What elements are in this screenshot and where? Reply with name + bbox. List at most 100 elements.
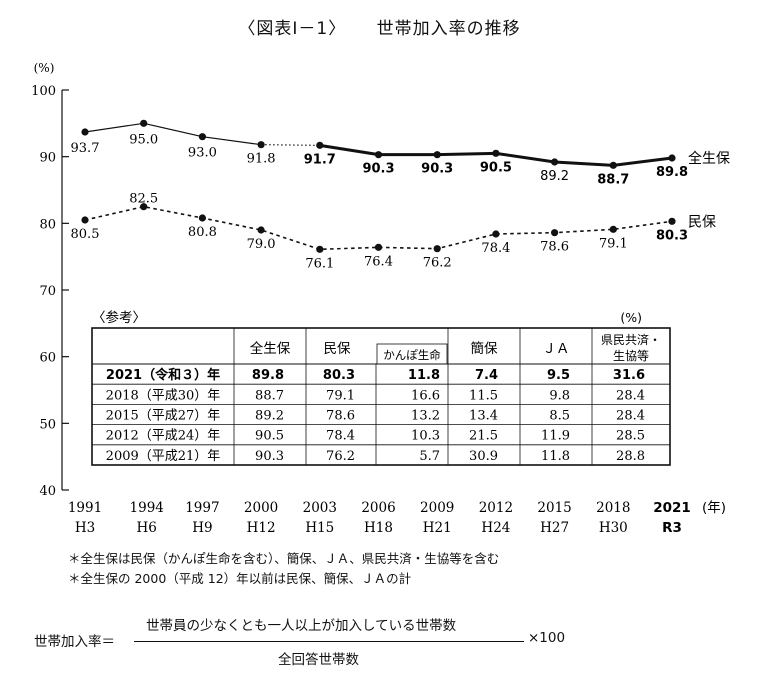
table-cell: 16.6 [411, 388, 440, 403]
data-label-minpo: 80.8 [188, 225, 217, 240]
table-header: 全生保 [250, 340, 291, 357]
x-tick-label: 2021 [653, 500, 691, 516]
x-unit-label: (年) [702, 500, 726, 516]
data-point-zenseiho [374, 151, 383, 159]
data-point-minpo [198, 214, 206, 222]
data-point-minpo [81, 216, 89, 224]
data-point-minpo [316, 245, 324, 253]
formula-fraction-bar [134, 641, 524, 642]
note-2: ＊全生保の 2000（平成 12）年以前は民保、簡保、ＪＡの計 [68, 571, 412, 586]
y-tick-label: 60 [39, 351, 56, 366]
y-tick-label: 100 [31, 84, 56, 99]
formula-denominator: 全回答世帯数 [278, 652, 359, 668]
data-label-zenseiho: 90.3 [421, 162, 453, 177]
x-tick-sublabel: H3 [75, 520, 95, 536]
y-tick-label: 40 [39, 484, 56, 499]
x-tick-label: 2012 [479, 500, 513, 516]
data-point-zenseiho [198, 133, 206, 141]
data-point-minpo [140, 203, 148, 211]
x-tick-label: 2015 [537, 500, 571, 516]
table-row-label: 2009（平成21）年 [106, 449, 221, 464]
table-unit: (%) [620, 310, 642, 325]
data-point-zenseiho [81, 128, 89, 136]
data-point-zenseiho [609, 161, 617, 169]
table-cell: 9.5 [547, 368, 570, 383]
formula-numerator: 世帯員の少なくとも一人以上が加入している世帯数 [146, 618, 457, 634]
table-header: かんぽ生命 [383, 348, 441, 362]
x-tick-sublabel: H18 [364, 520, 393, 536]
table-header: 生協等 [613, 348, 649, 363]
data-label-zenseiho: 89.8 [656, 165, 688, 180]
data-label-zenseiho: 95.0 [129, 132, 158, 147]
formula-multiplier: ×100 [528, 630, 566, 646]
table-cell: 8.5 [549, 409, 570, 424]
data-label-zenseiho: 91.8 [247, 152, 276, 167]
table-cell: 76.2 [326, 449, 355, 464]
x-tick-label: 2000 [244, 500, 278, 516]
data-label-minpo: 79.1 [599, 236, 628, 251]
table-cell: 7.4 [475, 368, 498, 383]
x-tick-sublabel: H12 [247, 520, 276, 536]
y-tick-label: 90 [39, 151, 56, 166]
table-header: 簡保 [471, 341, 498, 357]
y-tick-label: 70 [39, 284, 56, 299]
series-line-zenseiho-connector [261, 144, 320, 146]
data-label-minpo: 76.4 [364, 254, 393, 269]
data-point-zenseiho [492, 149, 500, 157]
data-point-zenseiho [551, 158, 559, 166]
y-tick-label: 80 [39, 217, 56, 232]
notes: ＊全生保は民保（かんぽ生命を含む）、簡保、ＪＡ、県民共済・生協等を含む ＊全生保… [68, 549, 499, 589]
y-unit-label: (%) [34, 61, 55, 75]
chart-title: 〈図表Ⅰ－1〉 世帯加入率の推移 [0, 14, 759, 39]
table-cell: 90.5 [255, 429, 284, 444]
table-cell: 5.7 [419, 449, 440, 464]
data-label-minpo: 78.6 [540, 240, 569, 255]
table-header: 県民共済・ [601, 332, 661, 347]
table-caption: 〈参考〉 [92, 309, 146, 326]
table-cell: 89.8 [252, 368, 284, 383]
formula-lhs: 世帯加入率＝ [34, 634, 115, 650]
table-cell: 88.7 [255, 388, 284, 403]
table-cell: 9.8 [549, 388, 570, 403]
table-cell: 10.3 [411, 429, 440, 444]
data-label-zenseiho: 91.7 [304, 152, 336, 167]
table-cell: 31.6 [613, 368, 645, 383]
x-tick-sublabel: H27 [540, 520, 569, 536]
kanpo-header-box [376, 343, 448, 365]
data-label-zenseiho: 93.0 [188, 146, 217, 161]
data-point-minpo [492, 230, 500, 238]
data-point-zenseiho [433, 151, 441, 159]
table-cell: 79.1 [326, 388, 355, 403]
data-label-minpo: 80.3 [656, 228, 688, 243]
data-label-zenseiho: 90.3 [362, 162, 394, 177]
table-cell: 11.9 [541, 429, 570, 444]
series-label-zenseiho: 全生保 [688, 150, 730, 167]
figure-title: 世帯加入率の推移 [376, 19, 521, 39]
table-cell: 13.2 [411, 409, 440, 424]
table-row-label: 2018（平成30）年 [106, 388, 221, 403]
data-point-minpo [609, 225, 617, 233]
data-label-minpo: 76.1 [305, 256, 334, 271]
x-tick-sublabel: H9 [192, 520, 212, 536]
series-line-minpo [84, 205, 673, 251]
data-point-minpo [374, 243, 383, 251]
y-tick-label: 50 [39, 417, 56, 432]
x-tick-label: 1991 [68, 500, 102, 516]
series-line-zenseiho-pre2000 [84, 122, 262, 146]
table-cell: 28.4 [616, 409, 645, 424]
x-tick-sublabel: H24 [481, 520, 510, 536]
table-cell: 80.3 [323, 368, 355, 383]
x-tick-sublabel: H6 [137, 520, 157, 536]
data-label-zenseiho: 89.2 [540, 169, 569, 184]
x-tick-label: 2009 [420, 500, 454, 516]
data-label-zenseiho: 93.7 [71, 141, 100, 156]
table-cell: 21.5 [469, 429, 498, 444]
data-label-minpo: 82.5 [129, 192, 158, 207]
series-label-minpo: 民保 [688, 214, 716, 230]
data-label-zenseiho: 88.7 [597, 172, 629, 187]
table-row-label: 2012（平成24）年 [106, 429, 221, 444]
data-point-minpo [257, 226, 265, 234]
table-cell: 13.4 [469, 409, 498, 424]
table-cell: 28.4 [616, 388, 645, 403]
x-tick-sublabel: H15 [305, 520, 334, 536]
